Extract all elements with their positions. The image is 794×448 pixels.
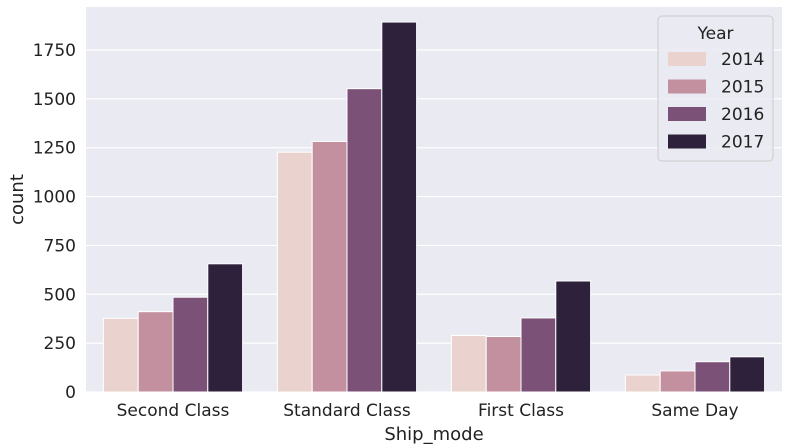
legend-label-2014: 2014: [721, 50, 764, 70]
y-tick-label: 250: [44, 334, 76, 354]
bar-2015-second-class: [137, 311, 174, 393]
bar-2016-second-class: [172, 296, 209, 393]
y-tick-label: 1250: [33, 139, 76, 159]
x-tick-label: First Class: [478, 401, 564, 421]
legend-title: Year: [697, 24, 734, 44]
x-tick-label: Standard Class: [283, 401, 411, 421]
bar-2014-first-class: [450, 335, 487, 393]
bar-2017-same-day: [729, 356, 766, 393]
y-tick-label: 1000: [33, 188, 76, 208]
y-tick-label: 1500: [33, 90, 76, 110]
x-axis-title: Ship_mode: [384, 424, 483, 445]
y-tick-label: 750: [44, 236, 76, 256]
legend-label-2016: 2016: [721, 105, 764, 125]
bar-2014-second-class: [102, 317, 139, 393]
legend-label-2015: 2015: [721, 78, 764, 98]
legend: Year 2014 2015 2016 2017: [657, 15, 774, 162]
bar-2017-standard-class: [381, 21, 418, 393]
legend-swatch-2017: [668, 134, 706, 149]
bar-2014-standard-class: [276, 151, 313, 393]
y-tick-label: 0: [65, 383, 76, 403]
y-tick-label: 500: [44, 285, 76, 305]
legend-swatch-2014: [668, 52, 706, 66]
x-tick-label: Same Day: [651, 401, 738, 421]
bar-2015-standard-class: [311, 140, 348, 393]
legend-swatch-2015: [668, 79, 706, 94]
legend-label-2017: 2017: [721, 133, 764, 153]
bar-2016-same-day: [694, 361, 731, 393]
y-axis-ticks: 0 250 500 750 1000 1250 1500 1750: [33, 41, 76, 403]
bars: [102, 21, 766, 393]
bar-2015-first-class: [485, 335, 522, 393]
bar-2015-same-day: [659, 370, 696, 393]
x-axis-ticks: Second Class Standard Class First Class Sam…: [117, 401, 739, 421]
legend-swatch-2016: [668, 107, 706, 121]
bar-2017-first-class: [555, 280, 592, 393]
bar-2016-first-class: [520, 317, 557, 393]
bar-2016-standard-class: [346, 88, 383, 393]
y-tick-label: 1750: [33, 41, 76, 61]
x-tick-label: Second Class: [117, 401, 230, 421]
bar-2014-same-day: [624, 374, 661, 393]
bar-2017-second-class: [207, 263, 244, 393]
y-axis-title: count: [7, 174, 28, 225]
